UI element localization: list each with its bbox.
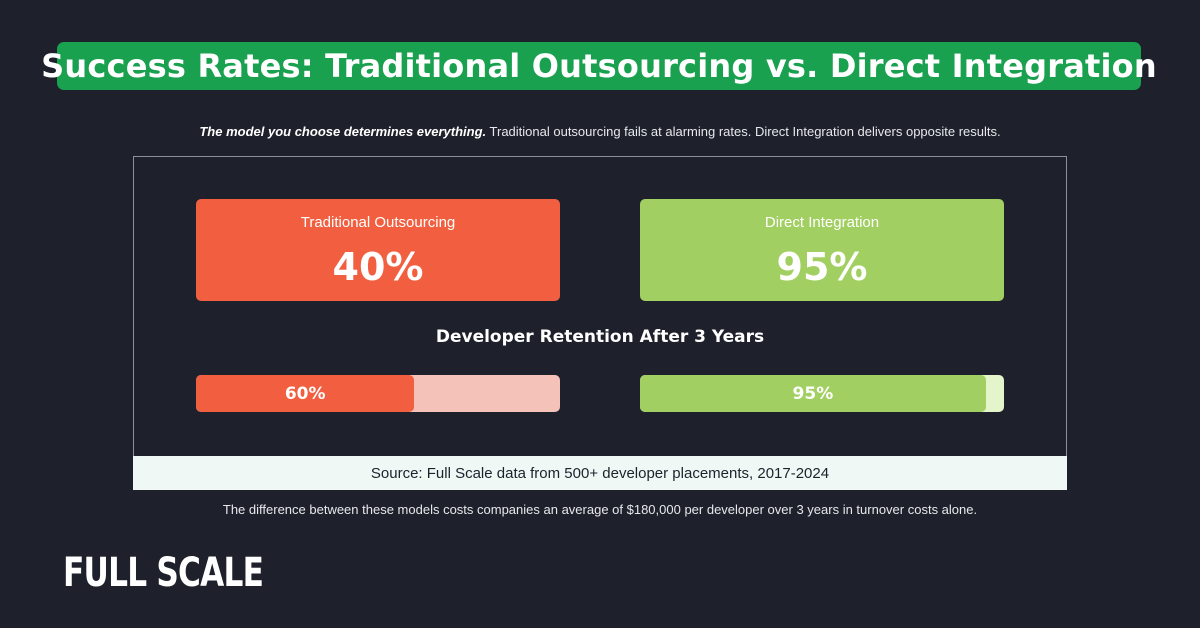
title-banner: Success Rates: Traditional Outsourcing v… xyxy=(41,42,1157,90)
footnote: The difference between these models cost… xyxy=(222,502,978,517)
card-value: 40% xyxy=(332,245,424,289)
direct-integration-card: Direct Integration 95% xyxy=(640,199,1004,301)
subtitle-text: Traditional outsourcing fails at alarmin… xyxy=(486,124,1001,139)
card-label: Direct Integration xyxy=(764,214,880,231)
page-title: Success Rates: Traditional Outsourcing v… xyxy=(41,47,1157,85)
subtitle-emphasis: The model you choose determines everythi… xyxy=(199,124,487,139)
retention-bar-direct: 95% xyxy=(640,375,1004,412)
retention-fill-traditional: 60% xyxy=(196,375,415,412)
traditional-outsourcing-card: Traditional Outsourcing 40% xyxy=(196,199,560,301)
card-label: Traditional Outsourcing xyxy=(300,214,456,231)
retention-title: Developer Retention After 3 Years xyxy=(435,327,765,347)
retention-fill-direct: 95% xyxy=(640,375,986,412)
retention-bar-traditional: 60% xyxy=(196,375,560,412)
full-scale-logo: FULL SCALE xyxy=(63,550,264,596)
subtitle: The model you choose determines everythi… xyxy=(0,124,1200,139)
card-value: 95% xyxy=(776,245,868,289)
source-note: Source: Full Scale data from 500+ develo… xyxy=(133,456,1067,490)
